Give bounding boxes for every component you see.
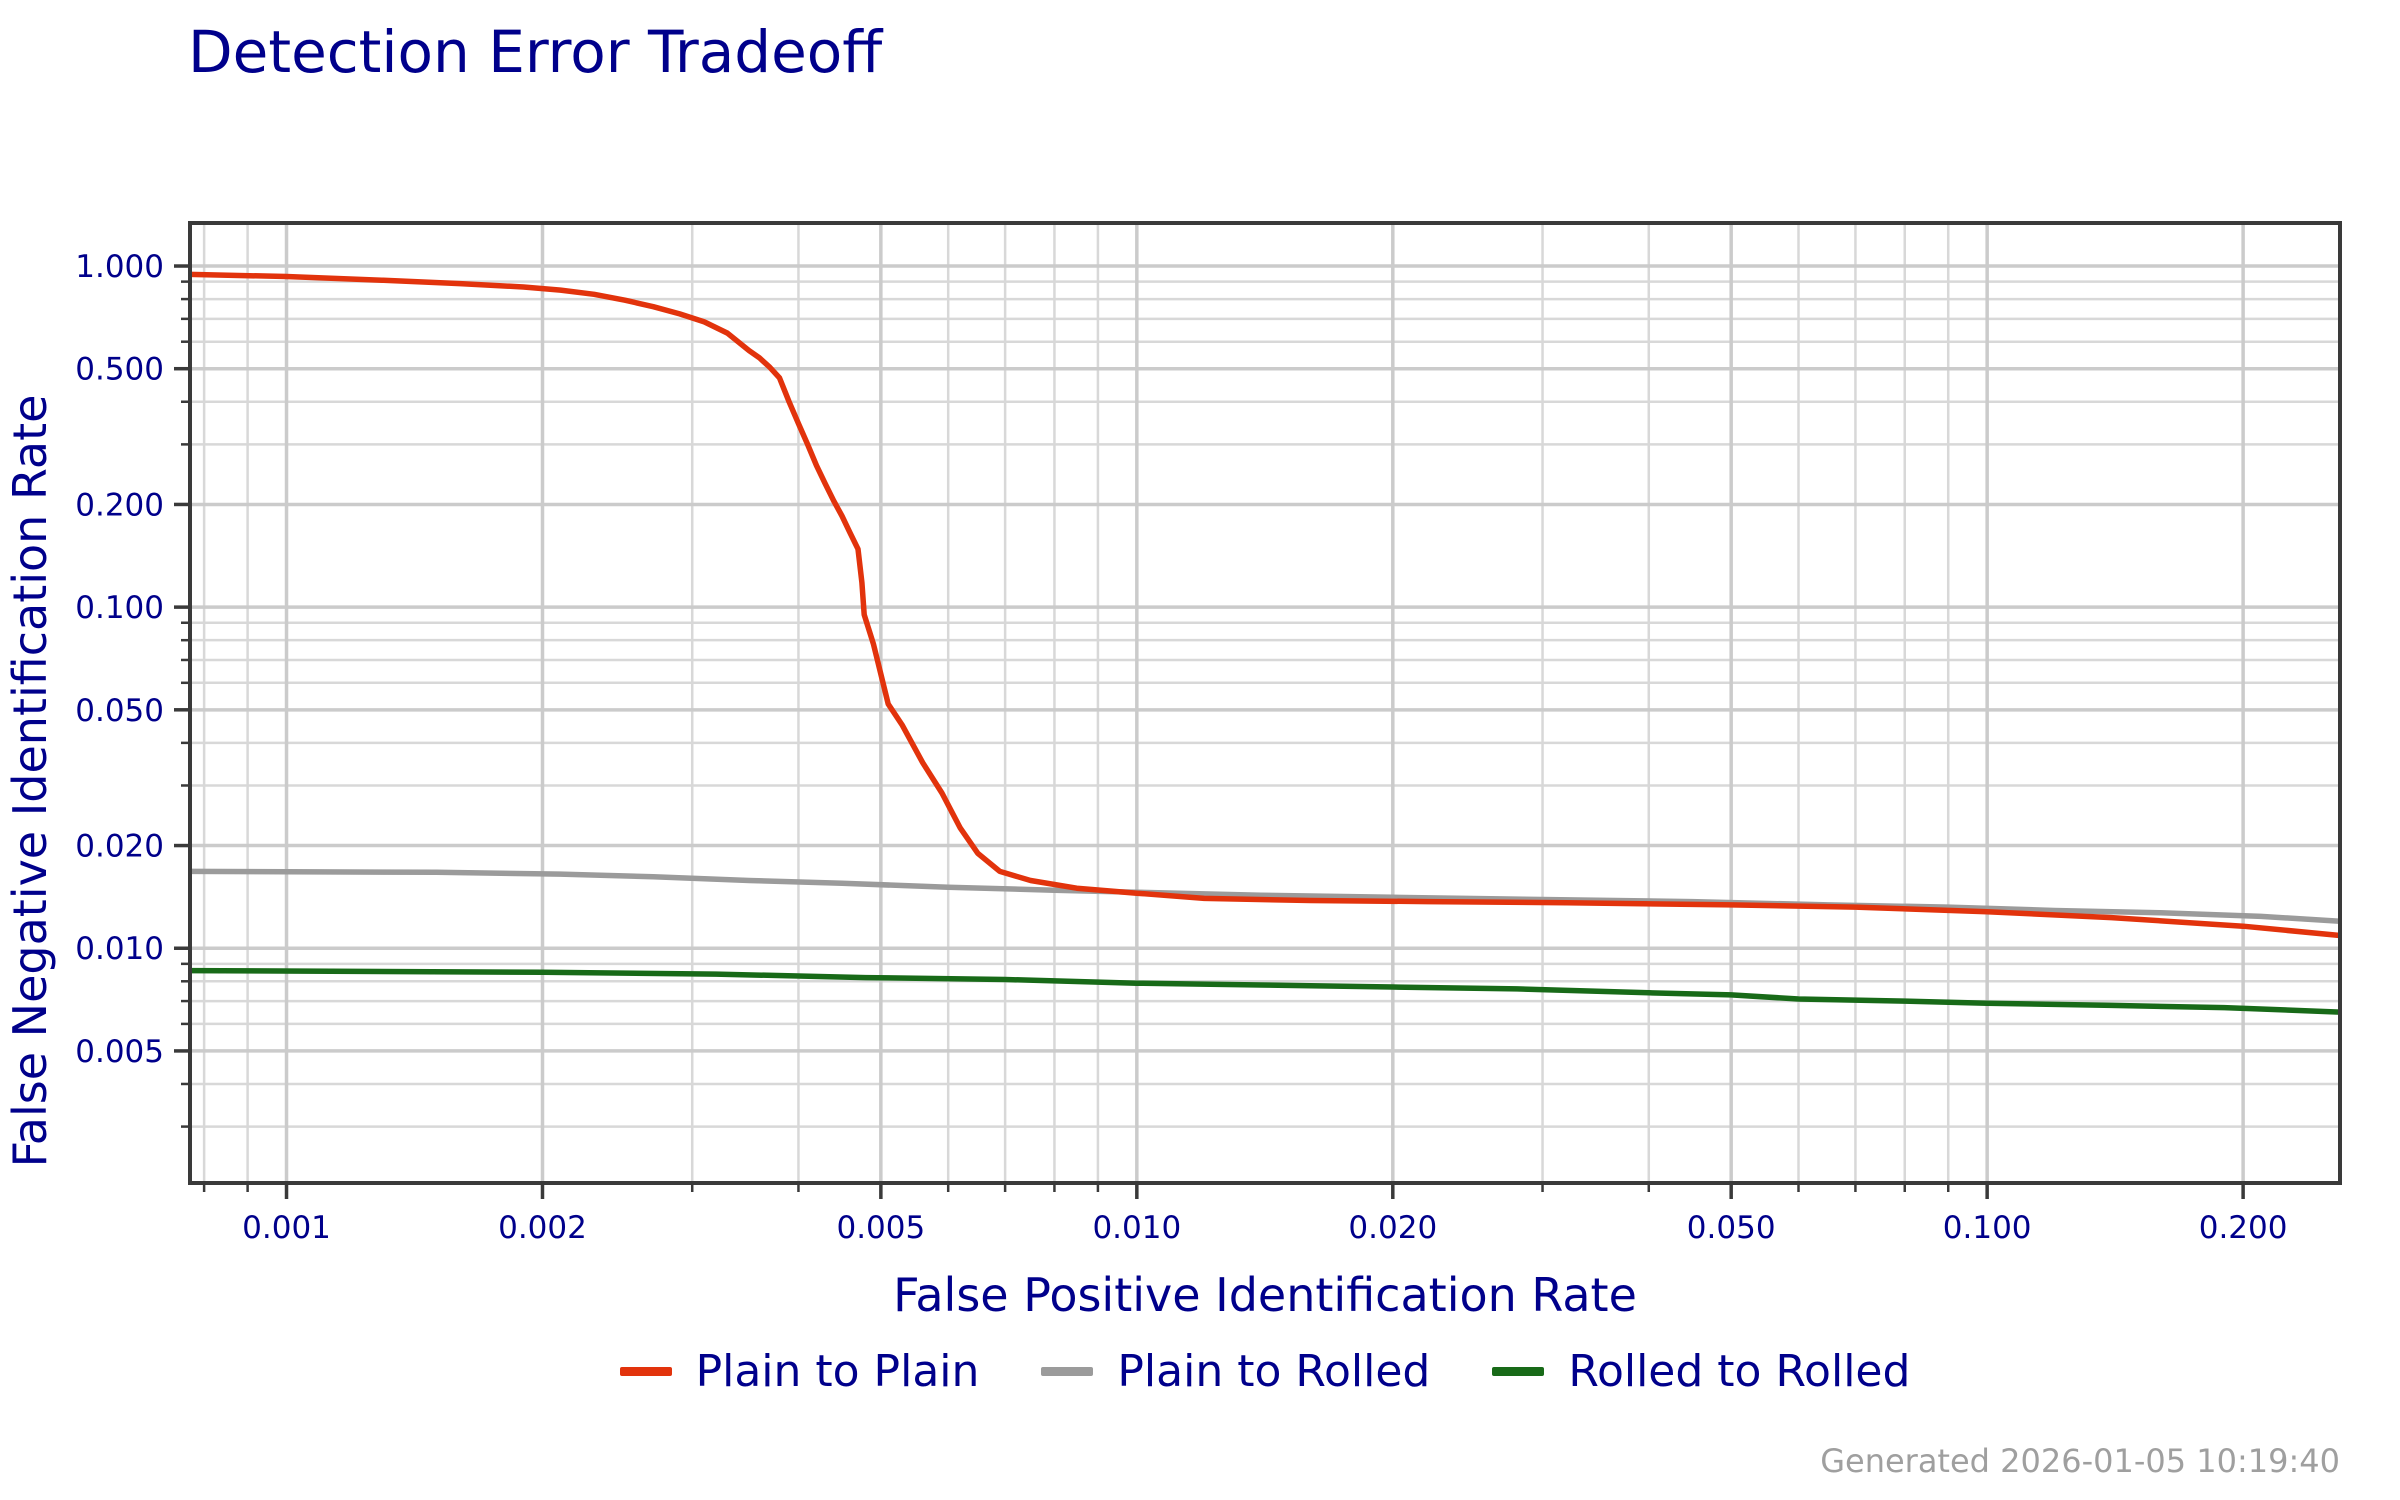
legend: Plain to Plain Plain to Rolled Rolled to R… — [190, 1346, 2340, 1397]
legend-swatch-icon — [1041, 1367, 1094, 1376]
curve-rolled-to-rolled — [189, 967, 2341, 1015]
legend-item: Rolled to Rolled — [1492, 1346, 1910, 1397]
y-tick-label: 0.010 — [75, 931, 164, 967]
x-tick-label: 0.010 — [1092, 1210, 1181, 1246]
legend-label: Rolled to Rolled — [1568, 1346, 1911, 1397]
x-tick-label: 0.005 — [836, 1210, 925, 1246]
x-tick-label: 0.100 — [1943, 1210, 2032, 1246]
x-tick-label: 0.020 — [1348, 1210, 1437, 1246]
y-tick-label: 1.000 — [75, 249, 164, 285]
y-tick-label: 0.050 — [75, 693, 164, 729]
legend-item: Plain to Rolled — [1041, 1346, 1430, 1397]
legend-item: Plain to Plain — [619, 1346, 980, 1397]
y-tick-label: 0.005 — [75, 1034, 164, 1070]
legend-label: Plain to Plain — [695, 1346, 980, 1397]
plot-frame — [188, 221, 2342, 1185]
x-tick-label: 0.002 — [498, 1210, 587, 1246]
generated-timestamp: Generated 2026-01-05 10:19:40 — [1820, 1442, 2340, 1480]
chart-title: Detection Error Tradeoff — [188, 18, 883, 86]
x-tick-label: 0.050 — [1687, 1210, 1776, 1246]
x-tick-label: 0.200 — [2199, 1210, 2288, 1246]
y-tick-label: 0.500 — [75, 352, 164, 388]
x-axis-label: False Positive Identification Rate — [893, 1268, 1637, 1322]
legend-label: Plain to Rolled — [1117, 1346, 1431, 1397]
curve-plain-to-plain — [189, 271, 2341, 939]
y-tick-label: 0.200 — [75, 487, 164, 523]
y-tick-label: 0.020 — [75, 829, 164, 865]
legend-swatch-icon — [1492, 1367, 1545, 1376]
y-tick-label: 0.100 — [75, 590, 164, 626]
x-tick-label: 0.001 — [242, 1210, 331, 1246]
curve-plain-to-rolled — [189, 868, 2341, 924]
legend-swatch-icon — [619, 1367, 672, 1376]
